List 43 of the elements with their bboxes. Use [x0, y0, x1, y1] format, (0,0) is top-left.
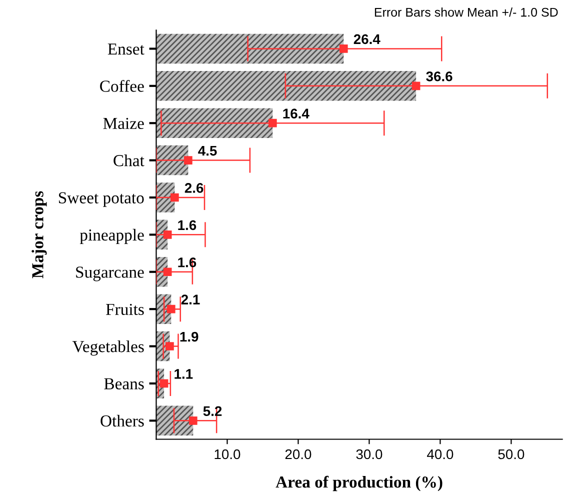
point: [188, 416, 198, 425]
y-tick-label: pineapple: [80, 228, 144, 244]
x-tick-label: 50.0: [498, 449, 524, 460]
y-tick-label: Coffee: [100, 80, 144, 92]
point: [268, 118, 277, 128]
y-tick-label: Chat: [114, 154, 144, 166]
data-label: 16.4: [283, 108, 310, 118]
point: [160, 379, 168, 388]
bar: [156, 34, 344, 64]
data-label: 4.5: [198, 146, 217, 156]
x-axis-title: Area of production (%): [276, 476, 442, 492]
point: [163, 268, 172, 276]
data-label: 2.1: [181, 294, 200, 304]
bar: [156, 71, 416, 101]
bar: [156, 108, 273, 138]
y-tick-label: Fruits: [106, 304, 144, 316]
data-label: 2.6: [184, 183, 204, 193]
y-tick-label: Sweet potato: [58, 192, 144, 207]
data-label: 1.1: [174, 369, 193, 379]
x-tick-label: 10.0: [214, 449, 240, 460]
y-tick-label: Enset: [108, 44, 144, 55]
data-label: 1.9: [180, 332, 198, 342]
y-axis-title: Major crops: [32, 191, 47, 278]
bar: [156, 406, 194, 436]
x-tick-label: 40.0: [427, 449, 454, 460]
y-tick-label: Sugarcane: [76, 266, 144, 282]
data-label: 36.6: [426, 71, 452, 82]
point: [339, 44, 348, 53]
data-label: 1.6: [178, 220, 196, 230]
text: Error Bars show Mean +/- 1.0 SD: [374, 8, 558, 17]
y-tick-label: Others: [100, 414, 144, 427]
x-tick-label: 30.0: [356, 449, 382, 460]
point: [170, 193, 179, 202]
point: [412, 82, 420, 90]
point: [184, 156, 192, 164]
y-tick-label: Vegetables: [72, 340, 144, 356]
point: [166, 342, 174, 350]
x-tick-label: 20.0: [285, 449, 312, 460]
point: [163, 230, 172, 239]
y-tick-label: Maize: [103, 118, 144, 130]
y-tick-label: Beans: [104, 378, 144, 390]
point: [166, 304, 176, 314]
data-label: 26.4: [354, 34, 380, 44]
